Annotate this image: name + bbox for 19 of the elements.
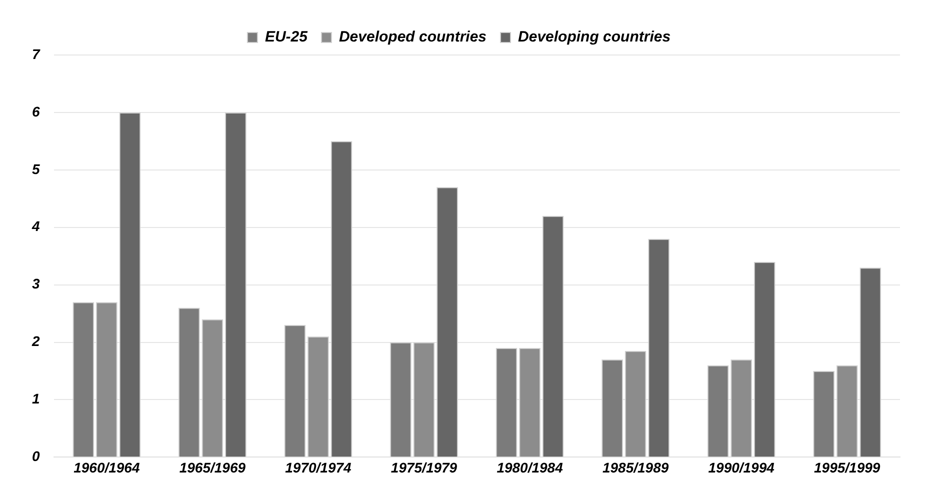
- legend-label: Developing countries: [518, 28, 671, 46]
- x-tick-label: 1980/1984: [496, 459, 564, 476]
- x-tick-label: 1990/1994: [708, 459, 775, 476]
- legend-label: Developed countries: [338, 28, 487, 46]
- y-tick-label: 4: [30, 218, 40, 234]
- x-tick-label: 1970/1974: [285, 459, 352, 476]
- y-tick-label: 5: [32, 160, 40, 177]
- y-tick-label: 2: [30, 333, 40, 350]
- y-tick-label: 3: [32, 276, 40, 292]
- y-tick-label: 6: [32, 103, 40, 120]
- x-tick-label: 1995/1999: [814, 459, 880, 476]
- x-tick-label: 1960/1964: [74, 459, 140, 476]
- legend-label: EU-25: [264, 28, 308, 46]
- y-tick-label: 7: [32, 46, 41, 62]
- y-tick-label: 0: [32, 448, 40, 464]
- x-tick-label: 1985/1989: [602, 459, 669, 476]
- x-tick-label: 1965/1969: [179, 459, 246, 476]
- x-tick-label: 1975/1979: [390, 459, 458, 476]
- y-tick-label: 1: [32, 390, 40, 407]
